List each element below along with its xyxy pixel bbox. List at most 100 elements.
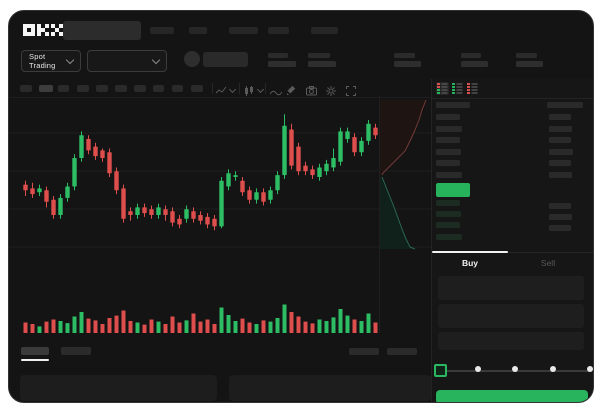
chevron-down-icon	[65, 55, 75, 64]
gear-icon[interactable]	[326, 83, 336, 101]
okx-logo	[23, 23, 63, 36]
search-input[interactable]	[63, 21, 141, 40]
stat-label-placeholder	[394, 53, 415, 58]
tab-buy[interactable]: Buy	[461, 258, 479, 268]
orderbook-bid-row[interactable]	[436, 211, 461, 218]
ticker-stat	[394, 52, 428, 68]
orderbook-ask-amount	[549, 137, 571, 144]
orderbook-ask-row[interactable]	[436, 160, 460, 167]
bottom-tab-active[interactable]	[21, 347, 49, 355]
bottom-action-placeholder[interactable]	[387, 348, 417, 355]
timeframe-button[interactable]	[134, 85, 146, 92]
slider-step-dot[interactable]	[512, 366, 518, 372]
orderbook-ask-row[interactable]	[436, 172, 462, 178]
orderbook-ask-amount	[549, 125, 572, 132]
orderbook-bid-row[interactable]	[436, 233, 462, 240]
total-input[interactable]	[438, 332, 584, 350]
orderbook-ask-row[interactable]	[436, 114, 460, 120]
timeframe-button[interactable]	[191, 85, 203, 92]
orderbook-bid-amount	[549, 203, 571, 209]
active-tab-indicator	[432, 251, 508, 253]
depth-chart	[379, 96, 427, 333]
timeframe-button[interactable]	[39, 85, 53, 92]
nav-item[interactable]	[229, 27, 258, 34]
orderbook-ask-row[interactable]	[436, 125, 462, 132]
orderbook-ask-amount	[549, 160, 571, 167]
orderbook-bid-amount	[549, 214, 572, 221]
stat-label-placeholder	[461, 53, 481, 58]
line-style-icon[interactable]	[269, 84, 283, 102]
orderbook-mode-toggle	[432, 79, 593, 99]
bottom-panel-right	[229, 375, 431, 401]
timeframe-button[interactable]	[115, 85, 127, 92]
last-price-indicator[interactable]	[436, 183, 470, 197]
candlestick-chart[interactable]	[9, 97, 431, 293]
stat-value-placeholder	[394, 61, 421, 67]
stat-value-placeholder	[516, 61, 543, 67]
orderbook-ask-amount	[549, 148, 573, 155]
timeframe-button[interactable]	[172, 85, 183, 92]
pair-selector[interactable]	[87, 50, 167, 72]
avatar[interactable]	[184, 51, 200, 67]
header-button-placeholder[interactable]	[203, 52, 248, 67]
app-window: Spot Trading	[8, 10, 594, 403]
price-input[interactable]	[438, 276, 584, 300]
orderbook-mode-all-icon[interactable]	[436, 82, 449, 95]
slider-step-dot[interactable]	[587, 366, 593, 372]
indicator-icon[interactable]	[215, 83, 227, 101]
timeframe-button[interactable]	[58, 85, 69, 92]
stat-label-placeholder	[516, 53, 537, 58]
chevron-down-icon[interactable]	[228, 85, 237, 94]
orderbook-ask-row[interactable]	[436, 148, 461, 155]
slider-handle[interactable]	[434, 364, 447, 377]
market-type-selector[interactable]: Spot Trading	[21, 50, 81, 72]
timeframe-button[interactable]	[77, 85, 89, 92]
draw-icon[interactable]	[286, 83, 296, 101]
nav-item[interactable]	[150, 27, 174, 34]
ticker-stat	[268, 52, 302, 68]
orderbook-header-price	[436, 102, 470, 108]
camera-icon[interactable]	[306, 83, 317, 101]
orderbook-bid-row[interactable]	[436, 200, 460, 206]
volume-chart	[23, 304, 378, 333]
slider-step-dot[interactable]	[549, 366, 556, 372]
ticker-stat	[516, 52, 550, 68]
orderbook-ask-amount	[549, 114, 571, 120]
bottom-panel-left	[20, 375, 217, 401]
nav-item[interactable]	[189, 27, 207, 34]
orderbook-mode-asks-icon[interactable]	[466, 82, 479, 95]
bottom-tab[interactable]	[61, 347, 91, 355]
chevron-down-icon	[151, 55, 161, 64]
stat-value-placeholder	[461, 61, 488, 67]
orderbook-panel: Buy Sell	[431, 79, 593, 402]
orderbook-bid-row[interactable]	[436, 222, 460, 229]
ticker-stat	[461, 52, 495, 68]
tab-sell[interactable]: Sell	[540, 258, 556, 268]
bottom-tab-underline	[21, 359, 49, 361]
stat-label-placeholder	[308, 53, 330, 58]
stat-label-placeholder	[268, 53, 288, 58]
orderbook-ask-amount	[549, 172, 572, 178]
stat-value-placeholder	[308, 61, 336, 67]
market-type-label: Spot Trading	[29, 52, 56, 70]
timeframe-button[interactable]	[20, 85, 32, 92]
nav-item[interactable]	[268, 27, 289, 34]
ticker-stat	[308, 52, 342, 68]
orderbook-header-amount	[547, 102, 583, 108]
chevron-down-icon[interactable]	[256, 85, 265, 94]
trade-tabs-divider	[432, 252, 593, 253]
timeframe-button[interactable]	[96, 85, 108, 92]
bottom-action-placeholder[interactable]	[349, 348, 379, 355]
slider-step-dot[interactable]	[474, 366, 481, 372]
fullscreen-icon[interactable]	[346, 83, 356, 101]
chart-toolbar	[9, 79, 431, 98]
nav-item[interactable]	[311, 27, 338, 34]
candle-style-icon[interactable]	[244, 83, 254, 101]
orderbook-ask-row[interactable]	[436, 137, 460, 144]
orderbook-bid-amount	[549, 225, 571, 232]
amount-input[interactable]	[438, 304, 584, 328]
orderbook-mode-bids-icon[interactable]	[451, 82, 464, 95]
buy-button[interactable]	[436, 390, 588, 402]
timeframe-button[interactable]	[153, 85, 164, 92]
stat-value-placeholder	[268, 61, 296, 67]
